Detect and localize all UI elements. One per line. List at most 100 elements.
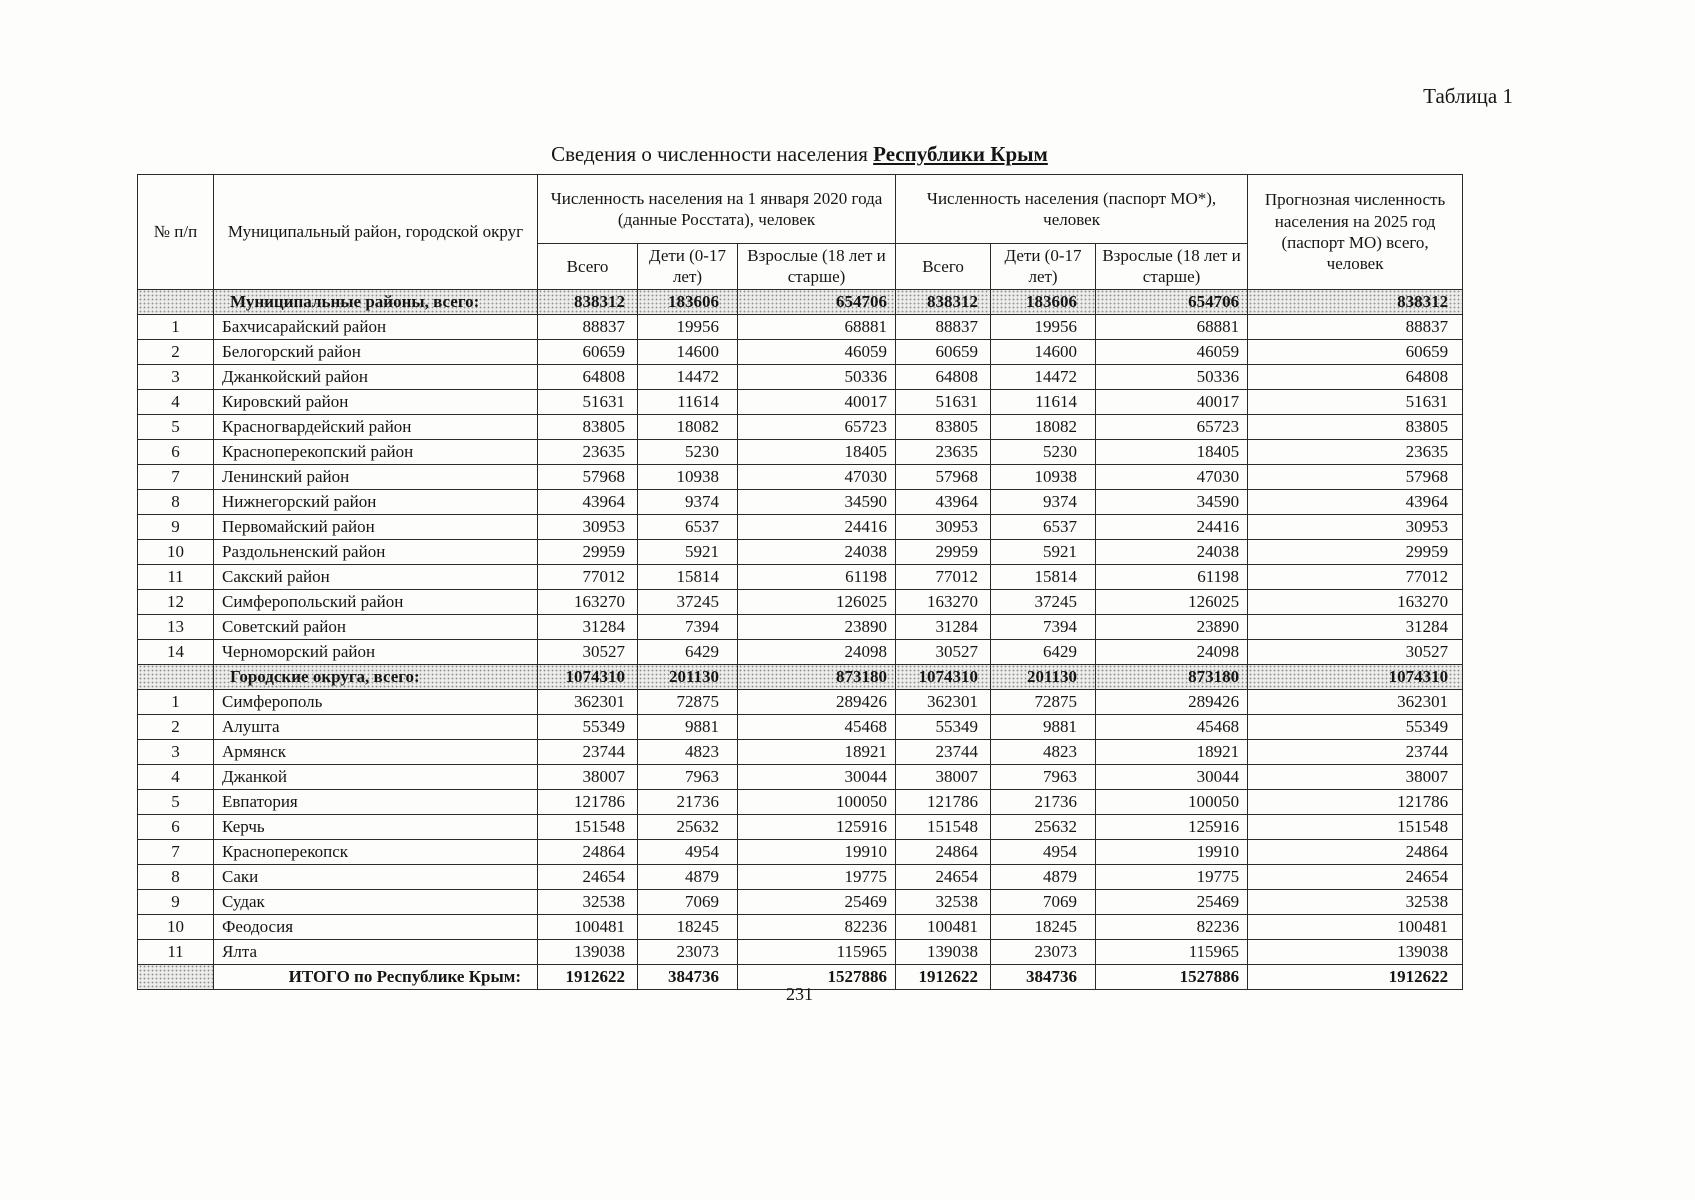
cell-value: 47030 <box>736 463 897 490</box>
table-header: № п/п Муниципальный район, городской окр… <box>137 174 1464 290</box>
cell-row-number <box>137 663 214 690</box>
table-number-label: Таблица 1 <box>1423 84 1513 108</box>
cell-value: 30044 <box>736 763 897 790</box>
table-row: Муниципальные районы, всего: 838312 183606… <box>137 288 1464 315</box>
cell-value: 30527 <box>895 638 992 665</box>
cell-municipality-name: Сакский район <box>213 563 538 590</box>
cell-row-number <box>137 288 214 315</box>
cell-value: 30044 <box>1095 763 1249 790</box>
cell-row-number <box>137 963 214 990</box>
cell-value: 19775 <box>1095 863 1249 890</box>
cell-value: 100481 <box>1247 913 1464 940</box>
cell-value: 43964 <box>1247 488 1464 515</box>
cell-value: 31284 <box>537 613 638 640</box>
cell-value: 5230 <box>637 438 738 465</box>
cell-value: 38007 <box>537 763 638 790</box>
cell-value: 29959 <box>537 538 638 565</box>
cell-value: 37245 <box>637 588 738 615</box>
cell-value: 29959 <box>1247 538 1464 565</box>
cell-value: 40017 <box>736 388 897 415</box>
cell-value: 10938 <box>990 463 1097 490</box>
cell-municipality-name: Судак <box>213 888 538 915</box>
table-row: 7 Ленинский район 57968 10938 47030 57968 1093… <box>137 463 1464 490</box>
cell-value: 15814 <box>990 563 1097 590</box>
cell-value: 60659 <box>1247 338 1464 365</box>
population-table: № п/п Муниципальный район, городской окр… <box>137 174 1464 990</box>
cell-value: 121786 <box>895 788 992 815</box>
cell-row-number: 14 <box>137 638 214 665</box>
cell-municipality-name: Джанкой <box>213 763 538 790</box>
cell-value: 125916 <box>1095 813 1249 840</box>
cell-value: 7963 <box>990 763 1097 790</box>
cell-row-number: 5 <box>137 413 214 440</box>
cell-value: 6429 <box>637 638 738 665</box>
cell-row-number: 8 <box>137 488 214 515</box>
cell-value: 151548 <box>895 813 992 840</box>
cell-value: 289426 <box>1095 688 1249 715</box>
cell-row-number: 13 <box>137 613 214 640</box>
cell-value: 4954 <box>637 838 738 865</box>
cell-value: 18245 <box>990 913 1097 940</box>
cell-municipality-name: Алушта <box>213 713 538 740</box>
cell-value: 362301 <box>895 688 992 715</box>
cell-value: 1527886 <box>736 963 897 990</box>
cell-row-number: 3 <box>137 363 214 390</box>
table-row: 10 Феодосия 100481 18245 82236 100481 18245 822… <box>137 913 1464 940</box>
cell-value: 163270 <box>537 588 638 615</box>
cell-value: 838312 <box>895 288 992 315</box>
cell-value: 15814 <box>637 563 738 590</box>
cell-value: 77012 <box>895 563 992 590</box>
cell-value: 30953 <box>1247 513 1464 540</box>
cell-row-number: 7 <box>137 838 214 865</box>
cell-value: 183606 <box>990 288 1097 315</box>
cell-value: 23744 <box>1247 738 1464 765</box>
table-row: 14 Черноморский район 30527 6429 24098 30527 6… <box>137 638 1464 665</box>
cell-value: 126025 <box>736 588 897 615</box>
cell-row-number: 5 <box>137 788 214 815</box>
cell-value: 11614 <box>990 388 1097 415</box>
header-rosstat-children: Дети (0-17 лет) <box>637 243 738 290</box>
cell-municipality-name: Белогорский район <box>213 338 538 365</box>
cell-value: 19910 <box>1095 838 1249 865</box>
table-row: 12 Симферопольский район 163270 37245 126025… <box>137 588 1464 615</box>
cell-value: 139038 <box>895 938 992 965</box>
cell-value: 55349 <box>1247 713 1464 740</box>
cell-value: 1074310 <box>895 663 992 690</box>
cell-value: 24864 <box>895 838 992 865</box>
cell-value: 57968 <box>1247 463 1464 490</box>
cell-value: 201130 <box>990 663 1097 690</box>
title-subject: Республики Крым <box>873 142 1048 166</box>
cell-value: 151548 <box>1247 813 1464 840</box>
cell-value: 83805 <box>895 413 992 440</box>
cell-value: 25469 <box>736 888 897 915</box>
cell-value: 23890 <box>736 613 897 640</box>
cell-value: 201130 <box>637 663 738 690</box>
table-row: 10 Раздольненский район 29959 5921 24038 2995… <box>137 538 1464 565</box>
cell-municipality-name: Армянск <box>213 738 538 765</box>
cell-value: 23744 <box>895 738 992 765</box>
cell-value: 38007 <box>1247 763 1464 790</box>
cell-value: 57968 <box>895 463 992 490</box>
cell-municipality-name: Кировский район <box>213 388 538 415</box>
table-row: 1 Симферополь 362301 72875 289426 362301 72875… <box>137 688 1464 715</box>
cell-value: 139038 <box>537 938 638 965</box>
cell-value: 384736 <box>637 963 738 990</box>
cell-value: 654706 <box>736 288 897 315</box>
cell-municipality-name: Первомайский район <box>213 513 538 540</box>
cell-value: 6537 <box>637 513 738 540</box>
table-row: ИТОГО по Республике Крым: 1912622 384736 15… <box>137 963 1464 990</box>
cell-value: 100050 <box>1095 788 1249 815</box>
title-text: Сведения о численности населения <box>551 142 874 166</box>
cell-row-number: 6 <box>137 438 214 465</box>
cell-value: 18245 <box>637 913 738 940</box>
cell-value: 32538 <box>537 888 638 915</box>
header-row-subcolumns: Всего Дети (0-17 лет) Взрослые (18 лет и… <box>138 243 1463 290</box>
table-row: 2 Белогорский район 60659 14600 46059 60659 14… <box>137 338 1464 365</box>
cell-value: 34590 <box>736 488 897 515</box>
cell-value: 24654 <box>1247 863 1464 890</box>
cell-value: 24038 <box>736 538 897 565</box>
cell-value: 51631 <box>1247 388 1464 415</box>
cell-value: 11614 <box>637 388 738 415</box>
cell-value: 82236 <box>736 913 897 940</box>
cell-municipality-name: Джанкойский район <box>213 363 538 390</box>
